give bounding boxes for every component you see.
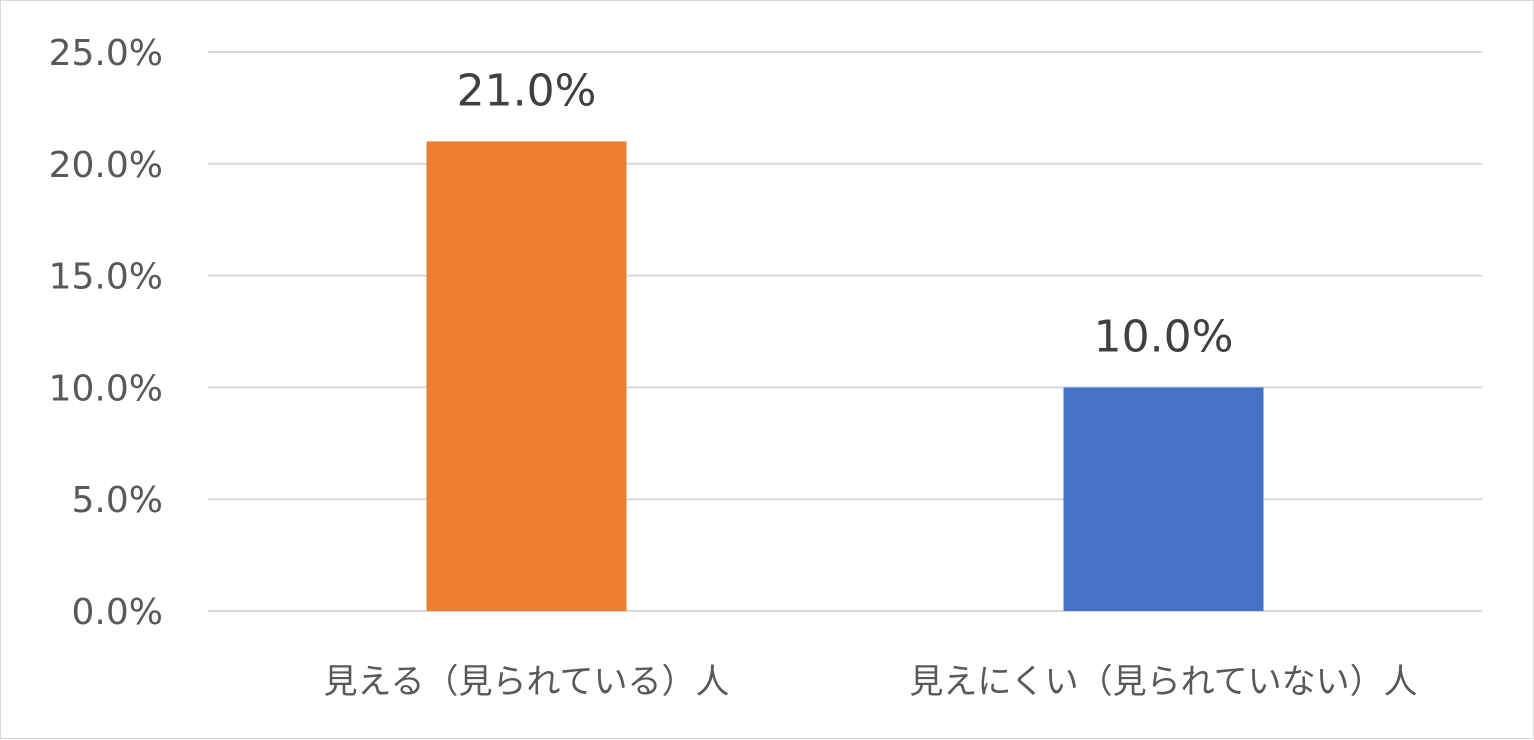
- bar: [426, 141, 627, 611]
- y-tick-label: 20.0%: [49, 145, 163, 186]
- category-label: 見える（見られている）人: [324, 662, 730, 702]
- y-axis-tick-labels: 0.0% 5.0% 10.0% 15.0% 20.0% 25.0%: [49, 33, 163, 633]
- data-labels: 21.0% 10.0%: [457, 65, 1234, 362]
- y-tick-label: 10.0%: [49, 368, 163, 409]
- category-label: 見えにくい（見られていない）人: [909, 662, 1417, 702]
- bar: [1063, 387, 1264, 611]
- bar-value-label: 21.0%: [457, 65, 597, 116]
- y-tick-label: 5.0%: [72, 480, 163, 521]
- bars: [426, 141, 1264, 611]
- gridlines: [208, 51, 1482, 612]
- y-tick-label: 0.0%: [72, 592, 163, 633]
- bar-value-label: 10.0%: [1094, 311, 1234, 362]
- y-tick-label: 15.0%: [49, 257, 163, 298]
- x-axis-category-labels: 見える（見られている）人 見えにくい（見られていない）人: [324, 662, 1418, 702]
- y-tick-label: 25.0%: [49, 33, 163, 74]
